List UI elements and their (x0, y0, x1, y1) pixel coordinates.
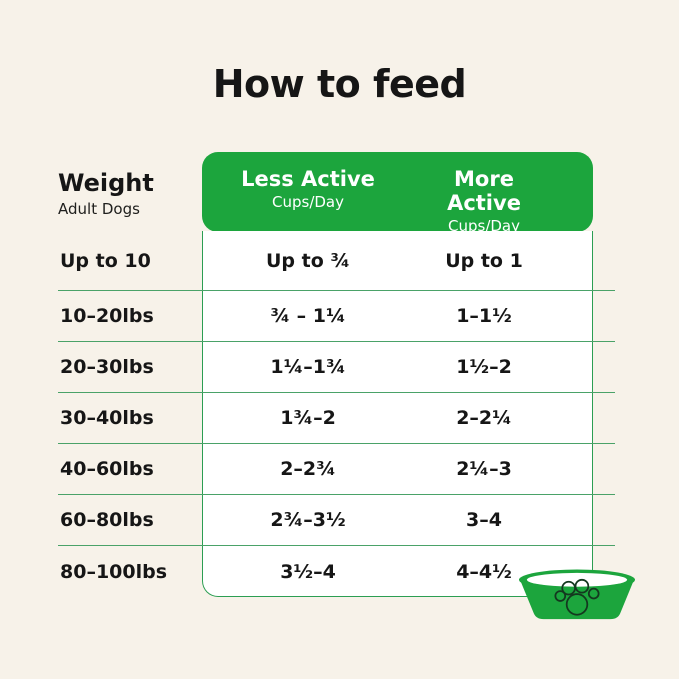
weight-cell: 10–20lbs (60, 305, 154, 327)
weight-cell: 20–30lbs (60, 356, 154, 378)
less-active-cell: 2¾–3½ (270, 509, 346, 531)
weight-cell: Up to 10 (60, 250, 151, 272)
more-active-label: More Active (447, 167, 521, 216)
page-title: How to feed (212, 62, 467, 106)
less-active-cell: 1¼–1¾ (270, 356, 346, 378)
less-active-cell: 1¾–2 (280, 407, 336, 429)
more-active-cell: 2¼–3 (456, 458, 512, 480)
more-active-column-header: More Active Cups/Day (414, 167, 554, 236)
table-row: 60–80lbs 2¾–3½ 3–4 (58, 495, 615, 546)
feeding-table: Up to 10 Up to ¾ Up to 1 10–20lbs ¾ – 1¼… (58, 232, 615, 597)
table-row: 30–40lbs 1¾–2 2–2¼ (58, 393, 615, 444)
less-active-sublabel: Cups/Day (272, 193, 344, 212)
paw-print-icon (554, 578, 600, 616)
more-active-cell: Up to 1 (445, 250, 523, 272)
weight-cell: 80–100lbs (60, 560, 168, 583)
dog-bowl-icon (519, 569, 635, 620)
less-active-cell: 2–2¾ (280, 458, 336, 480)
table-row: 80–100lbs 3½–4 4–4½ (58, 546, 615, 597)
less-active-cell: Up to ¾ (265, 250, 351, 272)
activity-columns-header: Less Active Cups/Day More Active Cups/Da… (202, 152, 593, 236)
more-active-cell: 4–4½ (456, 560, 512, 583)
weight-cell: 60–80lbs (60, 509, 154, 531)
less-active-column-header: Less Active Cups/Day (202, 167, 414, 232)
less-active-cell: ¾ – 1¼ (270, 305, 346, 327)
more-active-cell: 3–4 (466, 509, 502, 531)
table-row: 40–60lbs 2–2¾ 2¼–3 (58, 444, 615, 495)
less-active-cell: 3½–4 (280, 560, 336, 583)
table-body-panel (202, 231, 593, 597)
more-active-cell: 1–1½ (456, 305, 512, 327)
table-row: 10–20lbs ¾ – 1¼ 1–1½ (58, 291, 615, 342)
table-row: 20–30lbs 1¼–1¾ 1½–2 (58, 342, 615, 393)
less-active-label: Less Active (241, 167, 375, 191)
weight-header-subtitle: Adult Dogs (58, 200, 140, 219)
weight-cell: 40–60lbs (60, 458, 154, 480)
more-active-cell: 1½–2 (456, 356, 512, 378)
weight-header-title: Weight (58, 169, 154, 197)
more-active-cell: 2–2¼ (456, 407, 512, 429)
weight-cell: 30–40lbs (60, 407, 154, 429)
more-active-sublabel: Cups/Day (448, 217, 520, 236)
table-row: Up to 10 Up to ¾ Up to 1 (58, 232, 615, 291)
weight-column-header: Weight Adult Dogs (58, 169, 202, 219)
